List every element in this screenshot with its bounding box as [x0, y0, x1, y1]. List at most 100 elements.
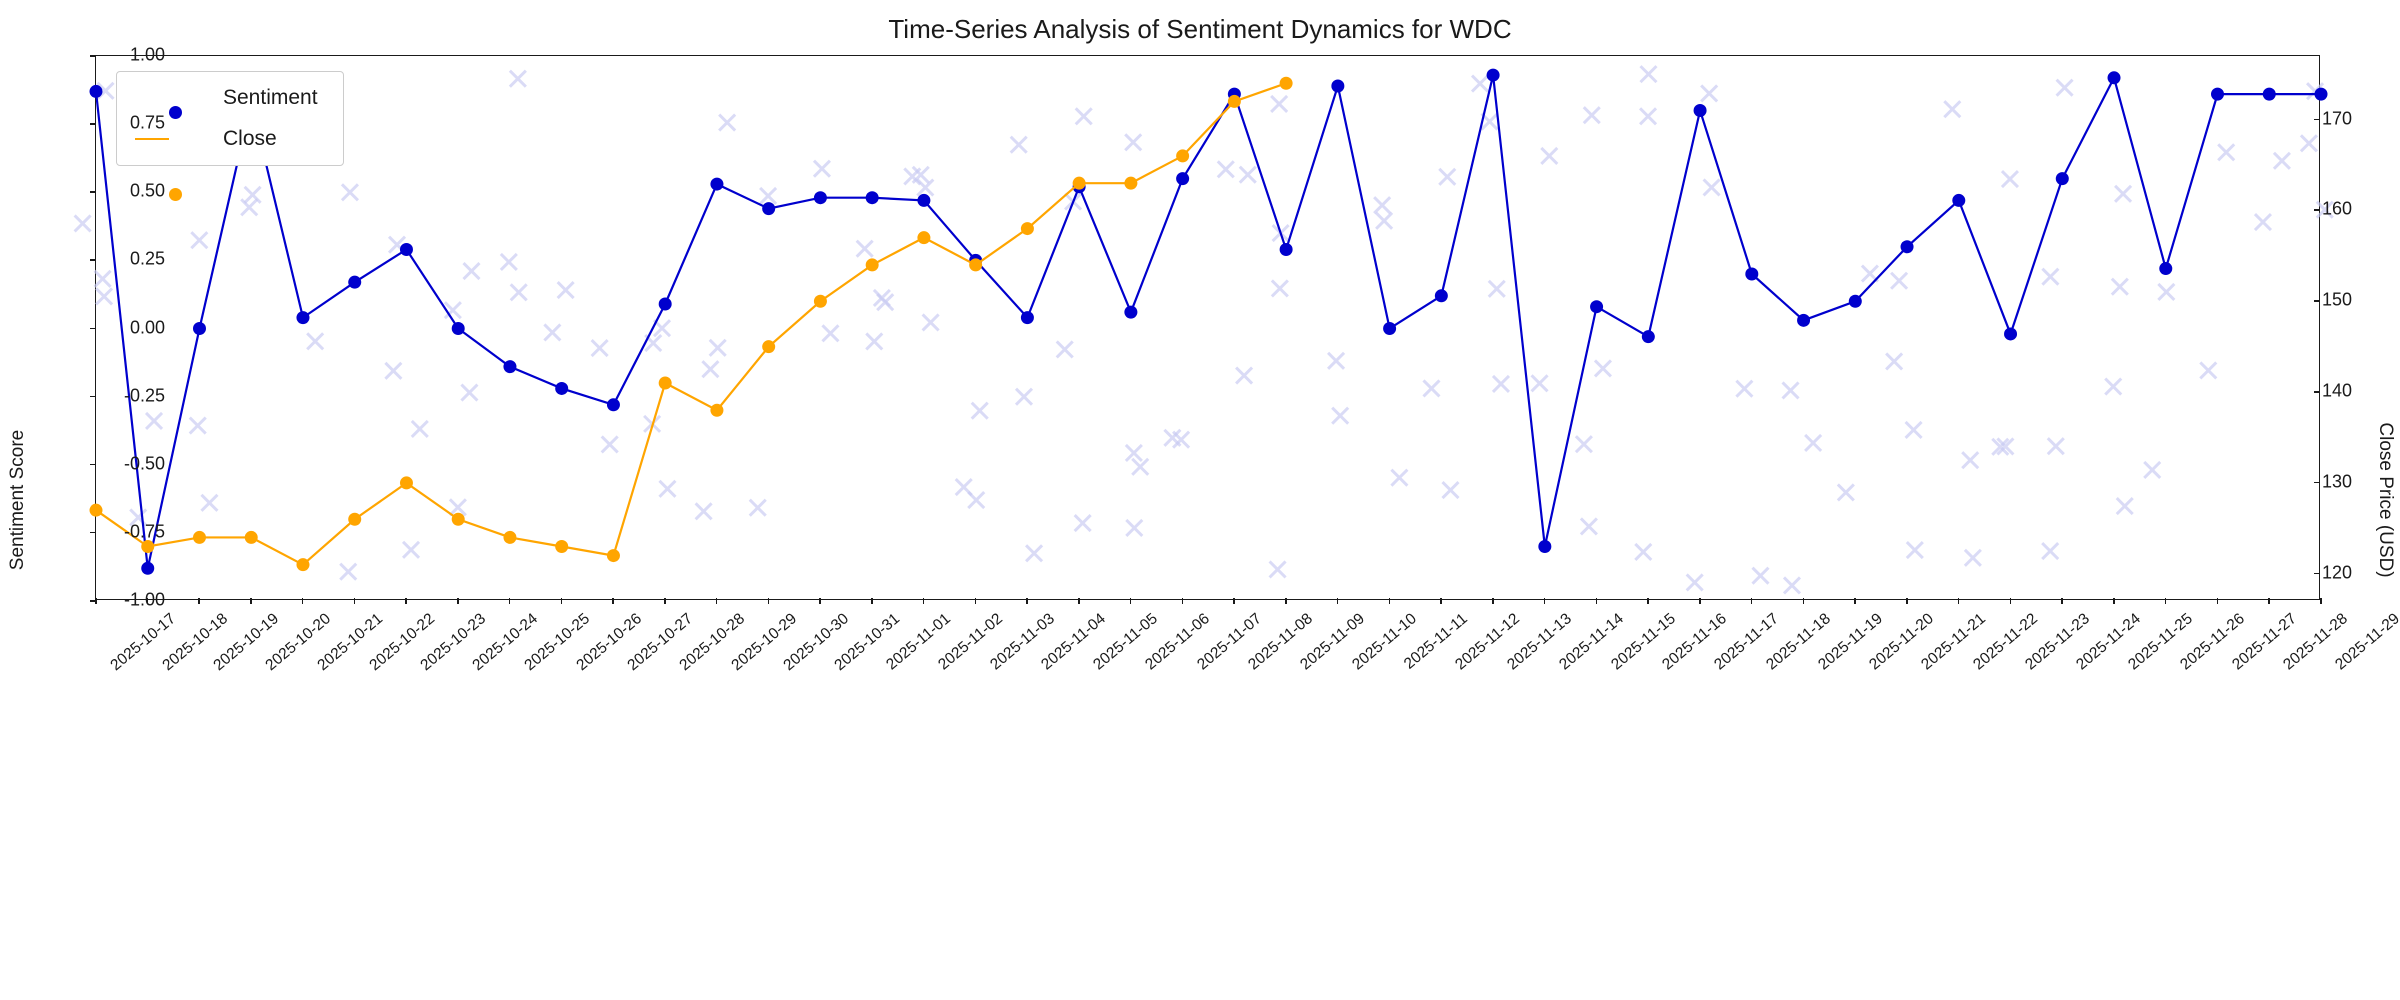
- close-data-point[interactable]: [452, 513, 465, 526]
- close-data-point[interactable]: [607, 549, 620, 562]
- sentiment-data-point[interactable]: [1745, 268, 1758, 281]
- sentiment-data-point[interactable]: [762, 202, 775, 215]
- sentiment-data-point[interactable]: [710, 178, 723, 191]
- close-data-point[interactable]: [296, 558, 309, 571]
- sentiment-data-point[interactable]: [2263, 88, 2276, 101]
- close-data-point[interactable]: [555, 540, 568, 553]
- x-tick-mark: [354, 598, 356, 604]
- sentiment-data-point[interactable]: [503, 360, 516, 373]
- sentiment-data-point[interactable]: [917, 194, 930, 207]
- sentiment-data-point[interactable]: [90, 85, 103, 98]
- y-left-tick-mark: [90, 532, 96, 534]
- y-left-tick-label: -0.50: [90, 453, 165, 474]
- close-data-point[interactable]: [245, 531, 258, 544]
- y-right-tick-mark: [2314, 119, 2320, 121]
- y-left-tick-mark: [90, 396, 96, 398]
- y-left-tick-label: -0.25: [90, 385, 165, 406]
- sentiment-data-point[interactable]: [400, 243, 413, 256]
- sentiment-data-point[interactable]: [1124, 306, 1137, 319]
- x-tick-mark: [716, 598, 718, 604]
- y-right-tick-mark: [2314, 573, 2320, 575]
- close-data-point[interactable]: [762, 340, 775, 353]
- close-data-point[interactable]: [348, 513, 361, 526]
- left-axis-label: Sentiment Score: [7, 430, 29, 570]
- close-data-point[interactable]: [969, 258, 982, 271]
- close-data-point[interactable]: [1124, 177, 1137, 190]
- plot-area[interactable]: Sentiment Close: [95, 55, 2320, 600]
- sentiment-data-point[interactable]: [141, 562, 154, 575]
- x-tick-mark: [1440, 598, 1442, 604]
- y-right-tick-label: 170: [2322, 108, 2392, 129]
- y-left-tick-label: 0.00: [90, 317, 165, 338]
- sentiment-data-point[interactable]: [2108, 71, 2121, 84]
- x-tick-mark: [1337, 598, 1339, 604]
- x-tick-mark: [2010, 598, 2012, 604]
- sentiment-data-point[interactable]: [348, 276, 361, 289]
- sentiment-data-point[interactable]: [193, 322, 206, 335]
- close-data-point[interactable]: [1280, 77, 1293, 90]
- sentiment-data-point[interactable]: [814, 191, 827, 204]
- x-tick-mark: [923, 598, 925, 604]
- y-right-tick-label: 150: [2322, 290, 2392, 311]
- sentiment-data-point[interactable]: [1331, 79, 1344, 92]
- close-data-point[interactable]: [917, 231, 930, 244]
- y-left-tick-label: 1.00: [90, 45, 165, 66]
- y-left-tick-label: 0.25: [90, 249, 165, 270]
- close-data-point[interactable]: [503, 531, 516, 544]
- sentiment-data-point[interactable]: [1952, 194, 1965, 207]
- x-tick-mark: [1854, 598, 1856, 604]
- y-left-tick-label: -1.00: [90, 590, 165, 611]
- close-data-point[interactable]: [1021, 222, 1034, 235]
- sentiment-data-point[interactable]: [1176, 172, 1189, 185]
- close-data-point[interactable]: [659, 377, 672, 390]
- sentiment-data-point[interactable]: [1694, 104, 1707, 117]
- x-tick-mark: [147, 598, 149, 604]
- sentiment-data-point[interactable]: [555, 382, 568, 395]
- sentiment-data-point[interactable]: [1280, 243, 1293, 256]
- sentiment-data-point[interactable]: [1849, 295, 1862, 308]
- series-svg: [96, 56, 2321, 601]
- sentiment-data-point[interactable]: [2159, 262, 2172, 275]
- y-right-tick-mark: [2314, 482, 2320, 484]
- sentiment-data-point[interactable]: [2315, 88, 2328, 101]
- close-data-point[interactable]: [814, 295, 827, 308]
- sentiment-data-point[interactable]: [2056, 172, 2069, 185]
- sentiment-data-point[interactable]: [1797, 314, 1810, 327]
- close-data-point[interactable]: [193, 531, 206, 544]
- sentiment-data-point[interactable]: [1435, 289, 1448, 302]
- x-tick-mark: [2268, 598, 2270, 604]
- close-data-point[interactable]: [90, 504, 103, 517]
- sentiment-data-point[interactable]: [296, 311, 309, 324]
- x-tick-mark: [2320, 598, 2322, 604]
- sentiment-data-point[interactable]: [1642, 330, 1655, 343]
- sentiment-data-point[interactable]: [607, 398, 620, 411]
- x-tick-mark: [1803, 598, 1805, 604]
- x-tick-mark: [1544, 598, 1546, 604]
- x-tick-mark: [819, 598, 821, 604]
- right-axis-label: Close Price (USD): [2374, 422, 2396, 577]
- close-data-point[interactable]: [400, 476, 413, 489]
- sentiment-line[interactable]: [96, 75, 2321, 568]
- x-tick-mark: [1182, 598, 1184, 604]
- close-data-point[interactable]: [1073, 177, 1086, 190]
- sentiment-data-point[interactable]: [866, 191, 879, 204]
- close-data-point[interactable]: [1228, 95, 1241, 108]
- x-tick-mark: [1647, 598, 1649, 604]
- x-tick-mark: [95, 598, 97, 604]
- x-tick-mark: [768, 598, 770, 604]
- sentiment-data-point[interactable]: [1383, 322, 1396, 335]
- sentiment-data-point[interactable]: [1487, 69, 1500, 82]
- sentiment-data-point[interactable]: [1021, 311, 1034, 324]
- sentiment-data-point[interactable]: [659, 297, 672, 310]
- sentiment-data-point[interactable]: [1590, 300, 1603, 313]
- sentiment-data-point[interactable]: [1901, 240, 1914, 253]
- close-data-point[interactable]: [710, 404, 723, 417]
- close-data-point[interactable]: [1176, 149, 1189, 162]
- y-right-tick-label: 160: [2322, 199, 2392, 220]
- x-tick-mark: [1906, 598, 1908, 604]
- sentiment-data-point[interactable]: [2004, 327, 2017, 340]
- sentiment-data-point[interactable]: [1538, 540, 1551, 553]
- close-data-point[interactable]: [866, 258, 879, 271]
- sentiment-data-point[interactable]: [452, 322, 465, 335]
- sentiment-data-point[interactable]: [2211, 88, 2224, 101]
